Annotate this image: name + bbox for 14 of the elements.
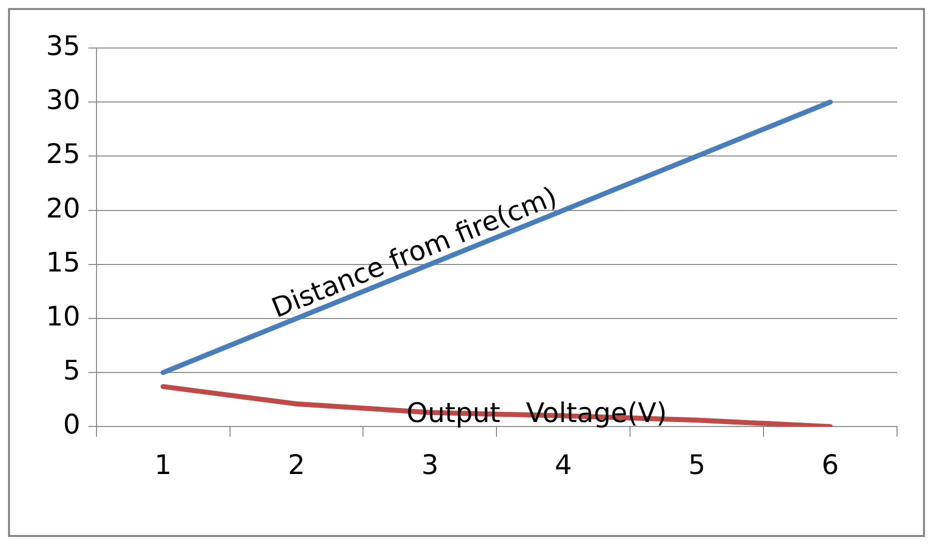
y-tick-label: 25	[46, 139, 80, 170]
x-tick-label: 2	[288, 450, 306, 481]
y-tick-label: 5	[63, 356, 80, 387]
y-tick-label: 20	[46, 193, 80, 224]
x-tick-label: 1	[154, 450, 172, 481]
y-tick-label: 10	[46, 301, 80, 332]
x-tick-label: 6	[822, 450, 839, 481]
x-tick-label: 4	[554, 450, 572, 481]
y-tick-label: 35	[46, 31, 80, 62]
x-tick-label: 5	[688, 450, 706, 481]
y-tick-label: 30	[46, 85, 80, 116]
y-tick-label: 0	[63, 410, 80, 441]
x-tick-label: 3	[421, 450, 439, 481]
y-tick-label: 15	[46, 247, 80, 278]
